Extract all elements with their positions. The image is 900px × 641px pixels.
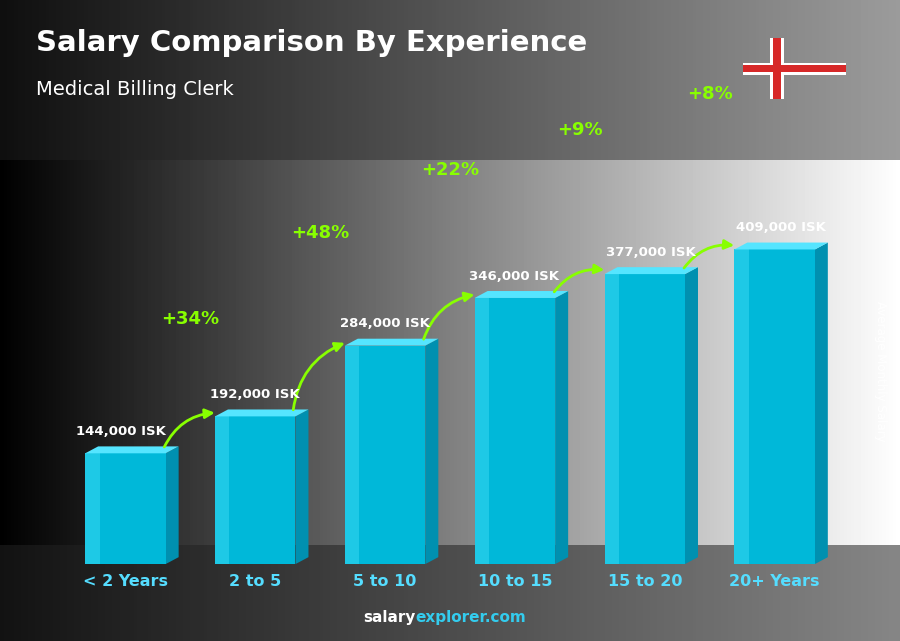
Bar	[770, 38, 784, 99]
Polygon shape	[215, 410, 309, 417]
FancyArrowPatch shape	[293, 344, 342, 410]
Polygon shape	[86, 453, 166, 564]
Text: Average Monthly Salary: Average Monthly Salary	[874, 301, 886, 442]
Polygon shape	[426, 338, 438, 564]
Polygon shape	[166, 446, 178, 564]
Polygon shape	[474, 298, 555, 564]
Polygon shape	[215, 417, 230, 564]
Text: salary: salary	[364, 610, 416, 625]
Polygon shape	[345, 345, 359, 564]
Text: explorer.com: explorer.com	[416, 610, 526, 625]
Bar	[0, 545, 900, 641]
Polygon shape	[295, 410, 309, 564]
Text: +9%: +9%	[557, 122, 603, 140]
Polygon shape	[86, 446, 178, 453]
Polygon shape	[734, 249, 814, 564]
Polygon shape	[345, 338, 438, 345]
Polygon shape	[605, 274, 685, 564]
Bar	[773, 38, 781, 99]
Text: +22%: +22%	[421, 161, 479, 179]
FancyArrowPatch shape	[424, 293, 472, 339]
Polygon shape	[215, 417, 295, 564]
Polygon shape	[814, 242, 828, 564]
Text: Salary Comparison By Experience: Salary Comparison By Experience	[36, 29, 587, 57]
Text: 284,000 ISK: 284,000 ISK	[339, 317, 429, 330]
Text: 192,000 ISK: 192,000 ISK	[210, 388, 300, 401]
Polygon shape	[86, 453, 100, 564]
Text: 346,000 ISK: 346,000 ISK	[470, 270, 560, 283]
Text: 144,000 ISK: 144,000 ISK	[76, 425, 166, 438]
Polygon shape	[345, 345, 426, 564]
Bar	[742, 63, 846, 75]
Text: +48%: +48%	[291, 224, 349, 242]
Text: +8%: +8%	[687, 85, 733, 103]
Text: Medical Billing Clerk: Medical Billing Clerk	[36, 80, 234, 99]
FancyArrowPatch shape	[165, 410, 211, 447]
Bar	[742, 65, 846, 72]
Polygon shape	[474, 298, 490, 564]
FancyArrowPatch shape	[684, 240, 731, 268]
Text: 377,000 ISK: 377,000 ISK	[606, 246, 696, 259]
Polygon shape	[605, 274, 619, 564]
Polygon shape	[555, 291, 568, 564]
Bar	[0, 0, 900, 160]
Polygon shape	[734, 249, 749, 564]
Polygon shape	[605, 267, 698, 274]
Polygon shape	[474, 291, 568, 298]
Polygon shape	[685, 267, 698, 564]
Text: +34%: +34%	[161, 310, 220, 328]
FancyArrowPatch shape	[554, 265, 601, 292]
Text: 409,000 ISK: 409,000 ISK	[735, 221, 825, 234]
Polygon shape	[734, 242, 828, 249]
